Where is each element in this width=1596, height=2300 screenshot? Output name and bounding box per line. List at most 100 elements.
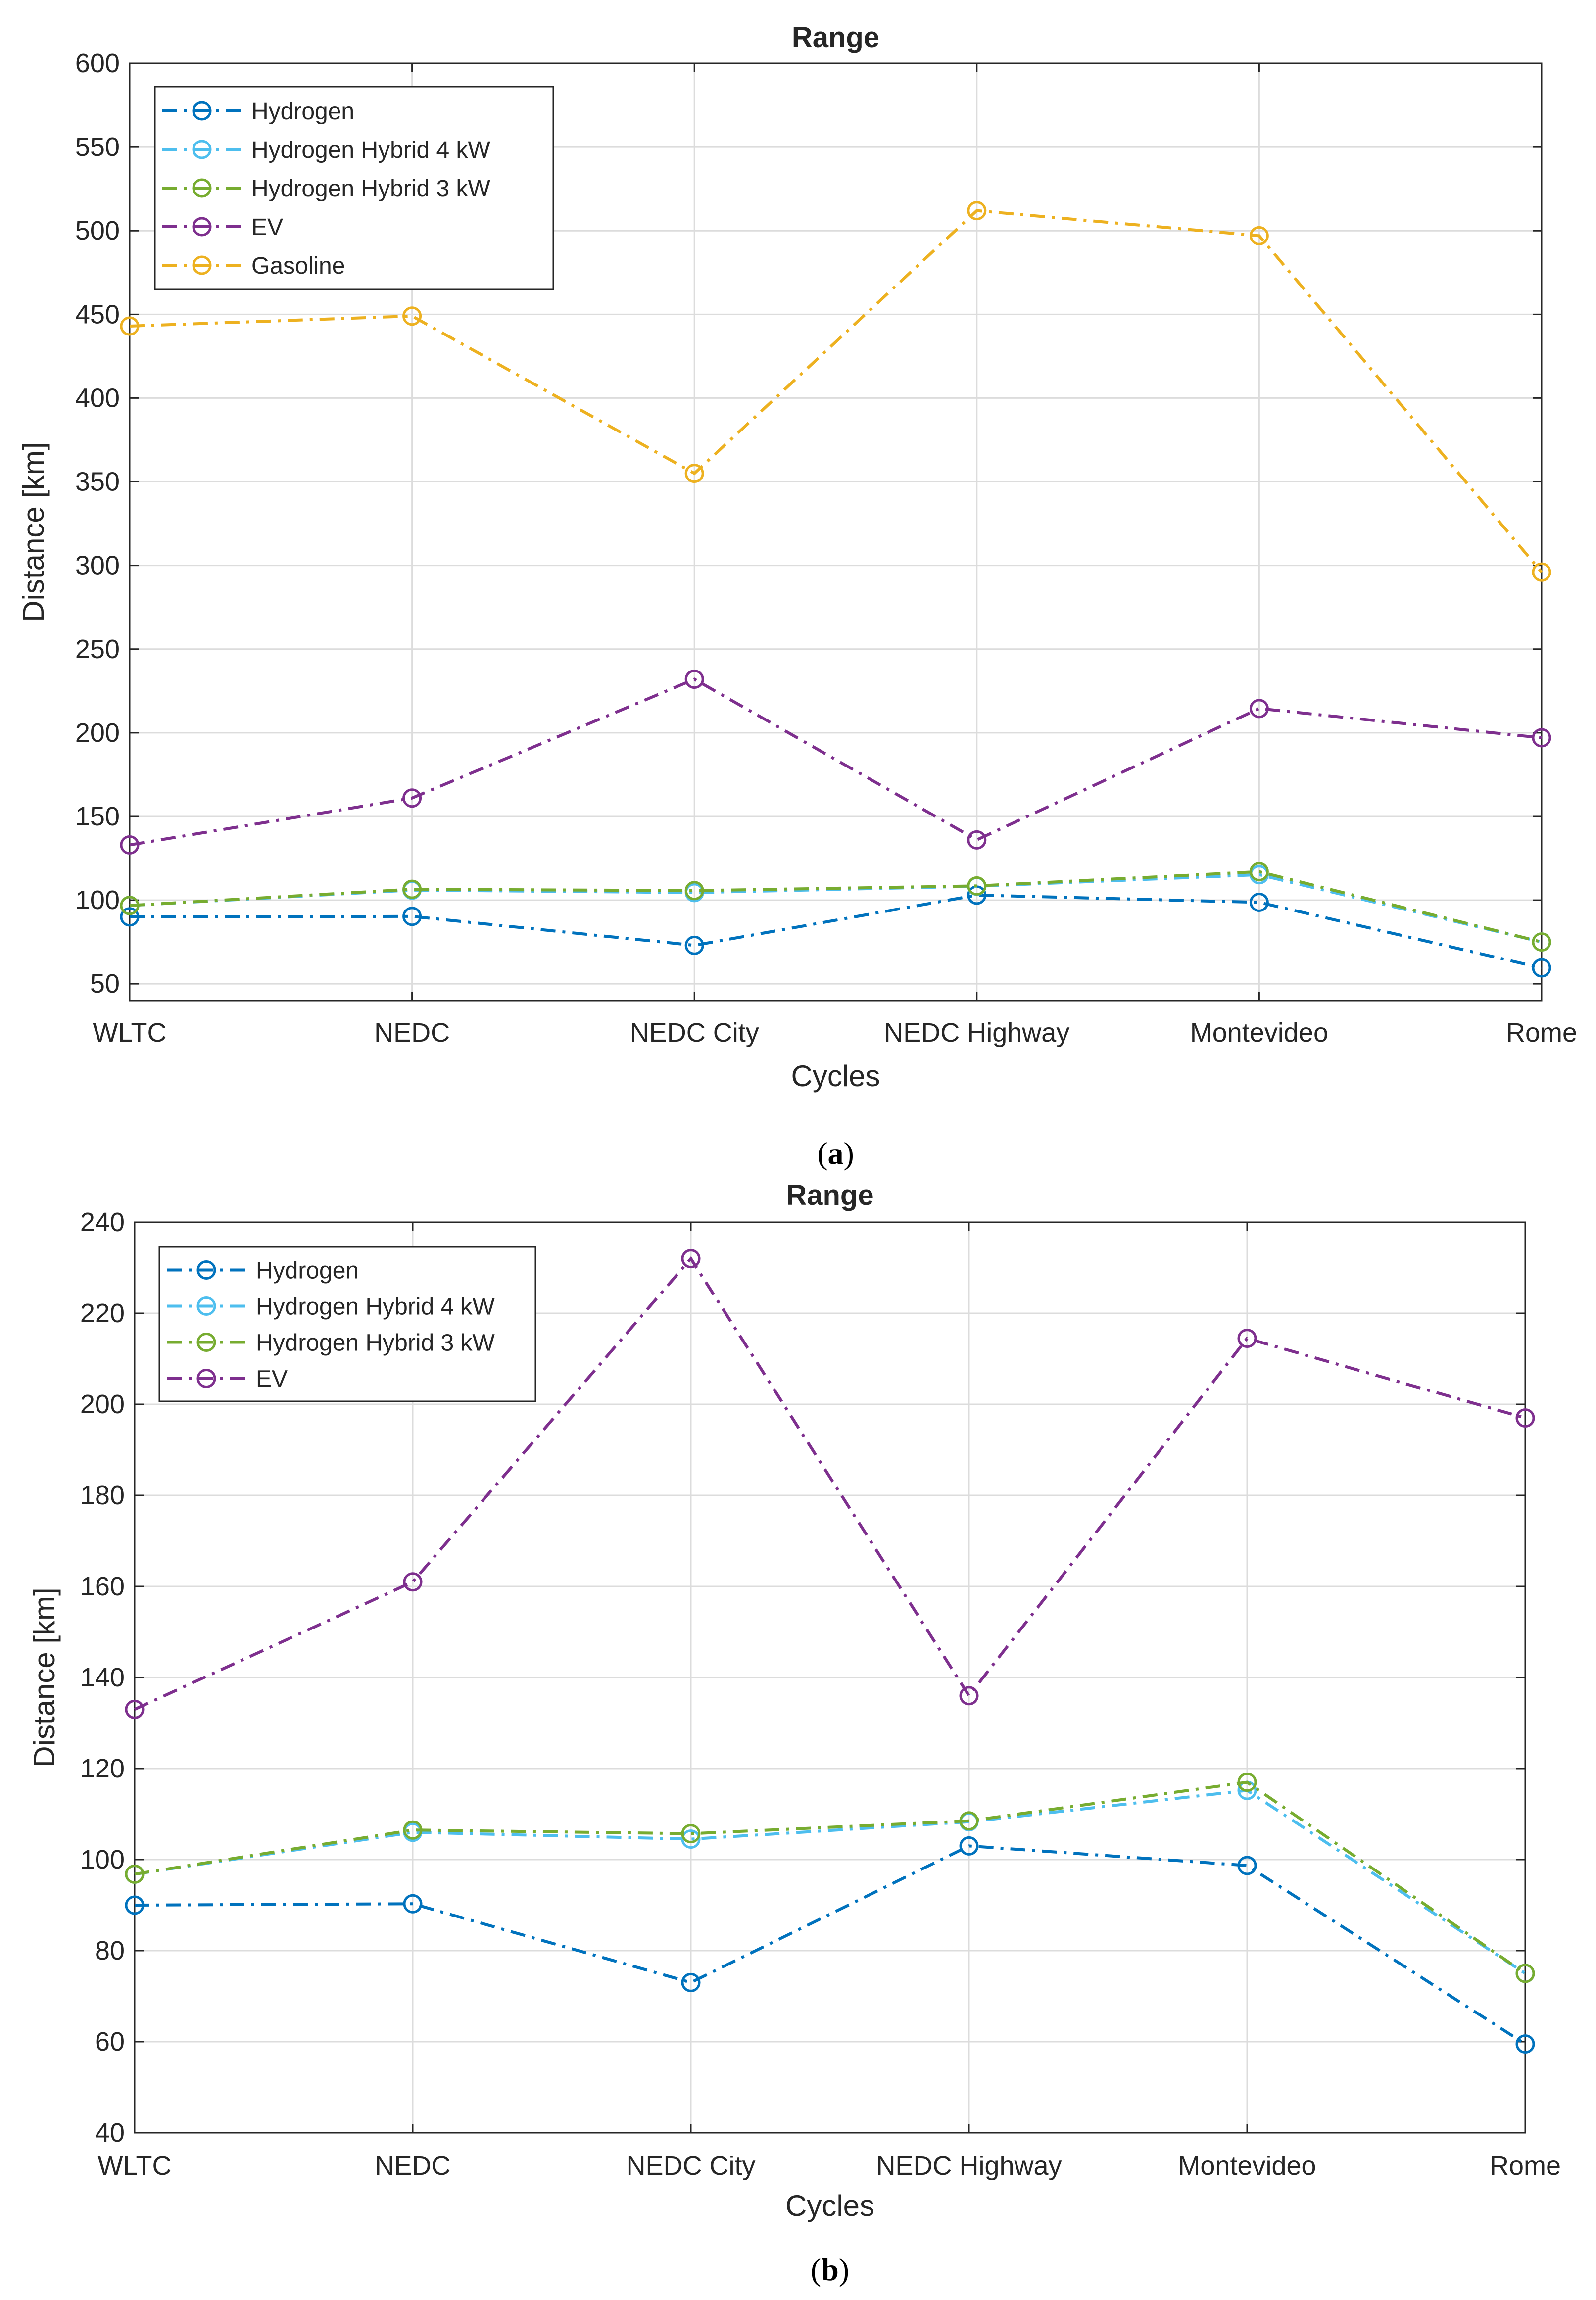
series-line <box>134 1789 1526 1975</box>
x-tick-label: NEDC <box>375 2151 450 2181</box>
data-point <box>959 1811 979 1831</box>
data-point <box>959 1836 979 1856</box>
y-tick-label: 150 <box>75 802 120 831</box>
data-point <box>402 879 422 899</box>
legend-label: Hydrogen Hybrid 4 kW <box>251 137 491 163</box>
x-tick-label: Montevideo <box>1178 2151 1316 2181</box>
data-point <box>403 1820 423 1840</box>
data-point <box>402 788 422 808</box>
data-point <box>1249 226 1269 245</box>
y-tick-label: 100 <box>75 885 120 915</box>
data-point <box>403 1894 423 1914</box>
series-ev <box>125 1249 1535 1719</box>
data-point <box>1532 728 1551 748</box>
legend-swatch-marker <box>196 1260 216 1280</box>
x-tick-label: NEDC <box>374 1018 450 1048</box>
series-hydrogen <box>125 1836 1535 2054</box>
y-tick-label: 200 <box>75 718 120 748</box>
legend-label: EV <box>256 1366 288 1392</box>
y-tick-label: 120 <box>80 1754 125 1783</box>
chart-title: Range <box>792 21 879 53</box>
legend-label: Hydrogen Hybrid 4 kW <box>256 1294 495 1320</box>
data-point <box>1532 562 1551 582</box>
chart-title: Range <box>786 1179 873 1211</box>
chart-panel-b: 40 60 80 100 120 140 160 180 200 220 240 WLTC NEDC NE… <box>28 1179 1561 2287</box>
data-point <box>684 881 704 901</box>
series-line <box>129 870 1542 944</box>
data-point <box>681 1249 701 1269</box>
data-point <box>1532 932 1551 952</box>
legend-box <box>158 1246 536 1402</box>
x-tick-label: WLTC <box>93 1018 167 1048</box>
data-point <box>681 1829 701 1849</box>
series-line <box>134 1844 1526 2046</box>
series-line <box>134 1780 1526 1975</box>
legend-swatch-marker <box>192 255 212 275</box>
y-tick-label: 200 <box>80 1390 125 1419</box>
legend-label: Hydrogen <box>256 1258 359 1284</box>
data-point <box>1249 862 1269 882</box>
legend-swatch-marker <box>192 217 212 237</box>
data-point <box>684 670 704 689</box>
y-tick-label: 450 <box>75 299 120 329</box>
x-tick-label: NEDC City <box>626 2151 755 2181</box>
y-tick-label: 600 <box>75 48 120 78</box>
y-tick-label: 180 <box>80 1481 125 1510</box>
legend-label: Gasoline <box>251 253 345 279</box>
y-tick-label: 100 <box>80 1845 125 1874</box>
x-axis-label: Cycles <box>785 2189 874 2222</box>
y-tick-label: 40 <box>95 2118 125 2148</box>
data-point <box>684 464 704 483</box>
legend-swatch-marker <box>196 1296 216 1316</box>
y-tick-label: 160 <box>80 1572 125 1601</box>
x-tick-label: Rome <box>1506 1018 1577 1048</box>
data-point <box>1249 892 1269 912</box>
data-point <box>125 1864 145 1884</box>
y-tick-label: 50 <box>90 969 120 999</box>
series-hydrogen-hybrid-4-kw <box>125 1780 1535 1983</box>
y-tick-label: 500 <box>75 216 120 245</box>
y-tick-label: 80 <box>95 1936 125 1965</box>
data-point <box>402 306 422 326</box>
y-tick-label: 550 <box>75 132 120 162</box>
y-axis-label: Distance [km] <box>28 1587 61 1767</box>
y-tick-label: 60 <box>95 2027 125 2057</box>
legend-swatch-marker <box>192 178 212 198</box>
series-line <box>129 209 1543 574</box>
data-point <box>967 201 987 221</box>
x-tick-label: Montevideo <box>1190 1018 1328 1048</box>
y-tick-label: 400 <box>75 383 120 413</box>
x-axis-label: Cycles <box>791 1059 880 1093</box>
data-point <box>125 1699 145 1719</box>
y-tick-label: 300 <box>75 551 120 580</box>
series-line <box>129 893 1542 969</box>
x-tick-label: NEDC City <box>630 1018 759 1048</box>
data-point <box>1532 958 1551 978</box>
data-point <box>1237 1329 1257 1348</box>
data-point <box>120 835 140 855</box>
data-point <box>681 1824 701 1844</box>
data-point <box>959 1686 979 1706</box>
x-tick-label: WLTC <box>98 2151 172 2181</box>
data-point <box>681 1972 701 1992</box>
legend-label: EV <box>251 214 283 240</box>
data-point <box>967 830 987 850</box>
series-hydrogen-hybrid-3-kw <box>125 1773 1535 1983</box>
legend-swatch-marker <box>196 1333 216 1352</box>
legend-label: Hydrogen Hybrid 3 kW <box>251 176 491 202</box>
legend: Hydrogen Hydrogen Hybrid 4 kW Hydrogen Hyb… <box>158 1246 536 1402</box>
y-tick-label: 220 <box>80 1298 125 1328</box>
y-tick-label: 350 <box>75 467 120 497</box>
y-tick-label: 140 <box>80 1663 125 1692</box>
series-hydrogen-hybrid-4-kw <box>120 865 1551 952</box>
data-point <box>684 935 704 955</box>
data-point <box>1515 1964 1535 1983</box>
series-line <box>134 1256 1526 1711</box>
data-point <box>1237 1856 1257 1875</box>
plot-area-frame <box>129 62 1543 1002</box>
legend-swatch-marker <box>192 140 212 159</box>
legend-swatch-marker <box>192 101 212 121</box>
series-ev <box>120 670 1551 855</box>
series-line <box>129 677 1542 847</box>
data-point <box>1515 1408 1535 1428</box>
